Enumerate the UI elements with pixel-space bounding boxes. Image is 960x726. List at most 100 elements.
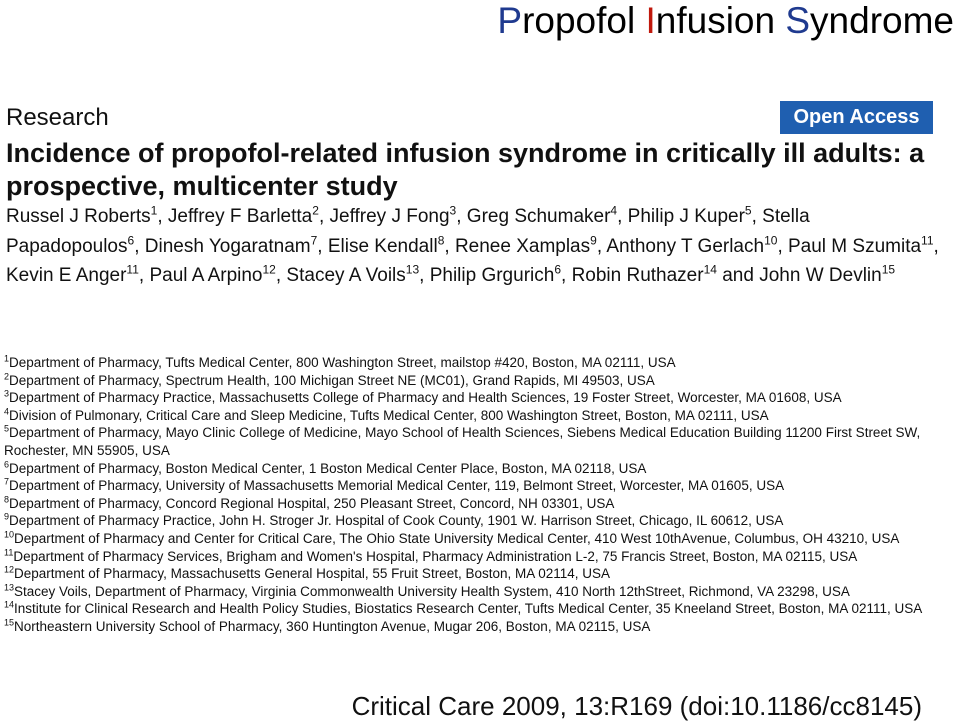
author: Russel J Roberts1 (6, 203, 158, 227)
slide-title-initial: P (497, 0, 523, 41)
affiliation-item: 15Northeastern University School of Phar… (4, 618, 944, 636)
affiliation-number: 2 (4, 371, 10, 382)
affiliation-number: 7 (4, 476, 10, 487)
affiliation-text: Northeastern University School of Pharma… (14, 618, 651, 634)
slide-title-word: Propofol (497, 0, 635, 41)
author-affiliation-number: 2 (312, 203, 319, 218)
author-affiliation-number: 11 (921, 233, 934, 248)
author-affiliation-number: 10 (764, 233, 778, 248)
affiliation-number: 14 (4, 599, 15, 610)
author: Anthony T Gerlach10 (606, 233, 778, 257)
affiliation-text: Department of Pharmacy Practice, John H.… (9, 513, 784, 529)
affiliation-item: 11Department of Pharmacy Services, Brigh… (4, 548, 944, 566)
affiliation-number: 10 (4, 529, 15, 540)
author-name: Dinesh Yogaratnam (144, 235, 311, 257)
slide-title-initial: I (645, 0, 656, 41)
author-name: Anthony T Gerlach (606, 235, 765, 257)
author-name: John W Devlin (759, 265, 882, 286)
affiliation-text: Department of Pharmacy Services, Brigham… (13, 548, 858, 564)
affiliation-list: 1Department of Pharmacy, Tufts Medical C… (4, 354, 944, 636)
author-name: Stella Papadopoulos (6, 206, 810, 257)
affiliation-item: 7Department of Pharmacy, University of M… (4, 477, 944, 495)
author-name: Paul A Arpino (149, 265, 263, 286)
affiliation-item: 8Department of Pharmacy, Concord Regiona… (4, 495, 944, 513)
author-name: Philip J Kuper (627, 206, 745, 227)
open-access-badge: Open Access (780, 101, 933, 134)
affiliation-text: Department of Pharmacy, Tufts Medical Ce… (9, 355, 676, 370)
affiliation-number: 11 (4, 547, 14, 558)
affiliation-item: 1Department of Pharmacy, Tufts Medical C… (4, 354, 944, 372)
author-affiliation-number: 3 (449, 203, 457, 218)
citation: Critical Care 2009, 13:R169 (doi:10.1186… (351, 691, 922, 721)
affiliation-item: 5Department of Pharmacy, Mayo Clinic Col… (4, 424, 944, 459)
author-affiliation-number: 4 (610, 203, 618, 218)
author-name: Jeffrey F Barletta (167, 206, 313, 227)
affiliation-text: Stacey Voils, Department of Pharmacy, Vi… (14, 583, 850, 599)
author: Dinesh Yogaratnam7 (144, 233, 318, 257)
slide-title-rest: nfusion (655, 0, 776, 41)
author: Renee Xamplas9 (454, 233, 597, 257)
affiliation-item: 13Stacey Voils, Department of Pharmacy, … (4, 583, 944, 601)
affiliation-text: Department of Pharmacy, Boston Medical C… (9, 460, 647, 476)
slide-title-word: Infusion (645, 0, 775, 41)
affiliation-number: 4 (4, 406, 10, 417)
author: John W Devlin15 (759, 262, 896, 286)
article-title: Incidence of propofol-related infusion s… (6, 138, 925, 201)
author: Paul M Szumita11 (788, 233, 934, 256)
affiliation-number: 9 (4, 511, 10, 522)
affiliation-text: Institute for Clinical Research and Heal… (14, 601, 923, 617)
affiliation-item: 12Department of Pharmacy, Massachusetts … (4, 565, 944, 583)
author-affiliation-number: 15 (881, 262, 896, 277)
affiliation-text: Department of Pharmacy Practice, Massach… (9, 390, 842, 406)
author-affiliation-number: 5 (744, 203, 752, 218)
author-affiliation-number: 8 (437, 233, 445, 248)
affiliation-item: 2Department of Pharmacy, Spectrum Health… (4, 372, 944, 390)
author-affiliation-number: 6 (554, 262, 561, 277)
affiliation-text: Department of Pharmacy, Spectrum Health,… (9, 372, 655, 388)
affiliation-text: Department of Pharmacy, University of Ma… (9, 478, 785, 494)
author: Jeffrey F Barletta2 (167, 203, 319, 227)
affiliation-number: 8 (4, 494, 10, 505)
affiliation-number: 1 (4, 353, 10, 364)
author-affiliation-number: 9 (590, 233, 597, 248)
slide-title: Propofol Infusion Syndrome (497, 0, 954, 42)
slide-title-initial: S (785, 0, 811, 41)
affiliation-item: 4Division of Pulmonary, Critical Care an… (4, 407, 944, 425)
author-list: Russel J Roberts1, Jeffrey F Barletta2, … (6, 203, 939, 286)
author-affiliation-number: 12 (262, 262, 276, 277)
slide-title-word: Syndrome (785, 0, 954, 41)
author-name: Russel J Roberts (6, 206, 151, 227)
affiliation-item: 3Department of Pharmacy Practice, Massac… (4, 389, 944, 407)
author-name: Elise Kendall (327, 235, 438, 257)
section-label: Research (6, 104, 109, 131)
author-name: Renee Xamplas (454, 235, 591, 257)
affiliation-item: 14Institute for Clinical Research and He… (4, 600, 944, 618)
affiliation-text: Division of Pulmonary, Critical Care and… (9, 407, 769, 423)
author-name: Robin Ruthazer (571, 265, 704, 286)
author-affiliation-number: 7 (310, 233, 318, 248)
affiliation-number: 15 (4, 617, 15, 628)
author: Elise Kendall8 (327, 233, 445, 257)
affiliation-text: Department of Pharmacy, Mayo Clinic Coll… (4, 425, 921, 458)
affiliation-number: 13 (4, 582, 15, 593)
author: Philip J Kuper5 (627, 203, 752, 227)
author-affiliation-number: 14 (703, 262, 717, 277)
affiliation-number: 6 (4, 459, 10, 470)
author: Jeffrey J Fong3 (330, 203, 457, 227)
author: Robin Ruthazer14 (571, 262, 717, 286)
author-name: Philip Grgurich (429, 265, 555, 286)
author: Stacey A Voils13 (286, 264, 419, 286)
slide-title-rest: yndrome (810, 0, 954, 41)
affiliation-number: 3 (4, 388, 10, 399)
affiliation-item: 9Department of Pharmacy Practice, John H… (4, 512, 944, 530)
author-name: Stacey A Voils (286, 265, 406, 286)
author-affiliation-number: 1 (150, 203, 158, 218)
author: Paul A Arpino12 (149, 262, 276, 286)
author: Philip Grgurich6 (429, 262, 561, 286)
affiliation-text: Department of Pharmacy and Center for Cr… (14, 530, 900, 546)
affiliation-number: 5 (4, 423, 10, 434)
affiliation-item: 10Department of Pharmacy and Center for … (4, 530, 944, 548)
author-affiliation-number: 11 (126, 262, 139, 277)
affiliation-number: 12 (4, 564, 15, 575)
affiliation-text: Department of Pharmacy, Concord Regional… (9, 495, 615, 511)
